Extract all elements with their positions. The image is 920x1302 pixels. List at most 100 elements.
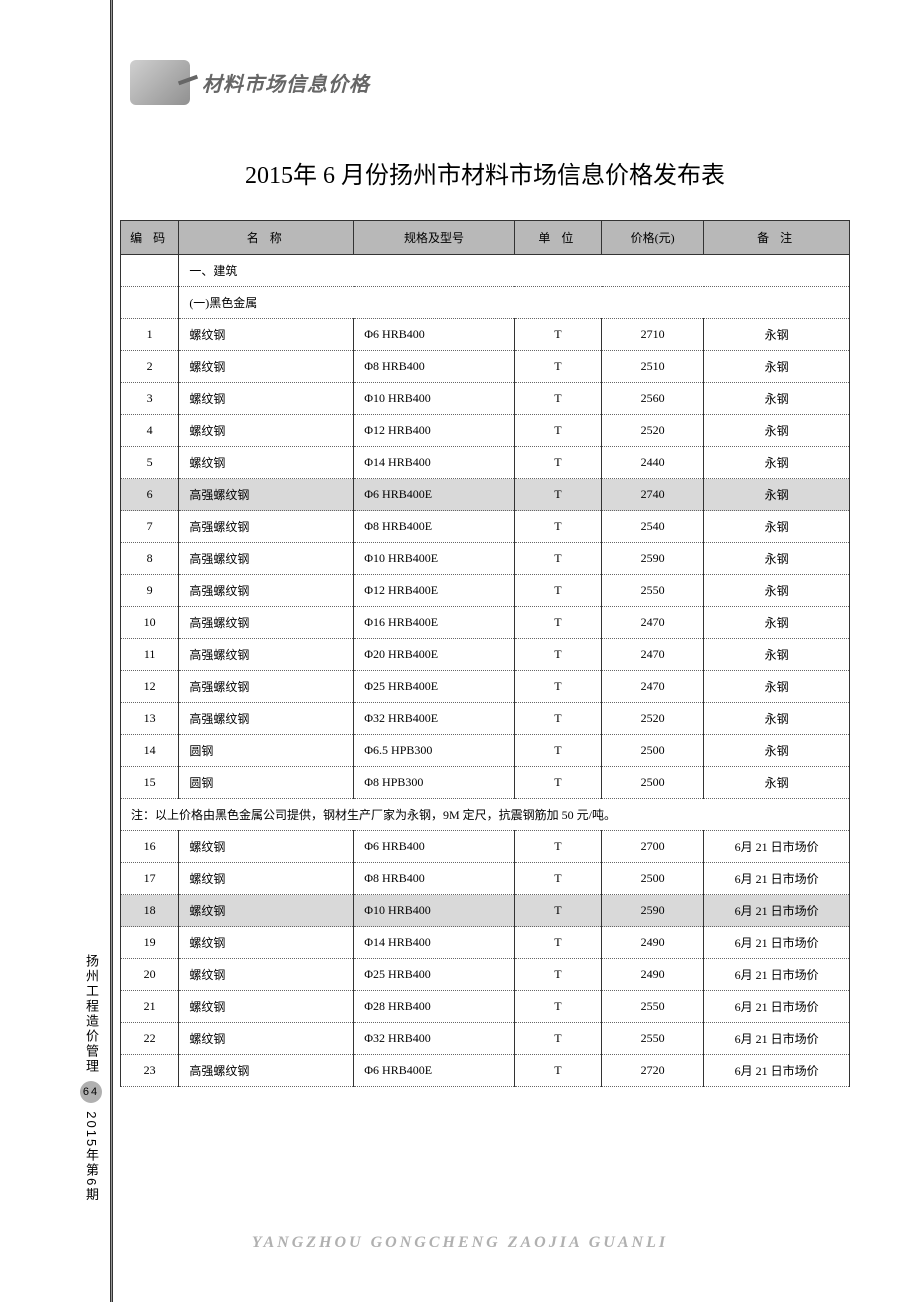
cell-code: 16 [121, 831, 179, 863]
section-header: 一、建筑 [179, 255, 850, 287]
header-unit: 单 位 [514, 221, 601, 255]
cell-spec: Φ16 HRB400E [354, 607, 514, 639]
cell-unit: T [514, 383, 601, 415]
cell-price: 2490 [602, 959, 704, 991]
cell-spec: Φ32 HRB400E [354, 703, 514, 735]
cell-remark: 永钢 [704, 543, 850, 575]
cell-name: 螺纹钢 [179, 991, 354, 1023]
table-row: 9高强螺纹钢Φ12 HRB400ET2550永钢 [121, 575, 850, 607]
cell-name: 高强螺纹钢 [179, 511, 354, 543]
cell-remark: 6月 21 日市场价 [704, 959, 850, 991]
cell-price: 2520 [602, 703, 704, 735]
cell-spec: Φ8 HPB300 [354, 767, 514, 799]
cell-price: 2740 [602, 479, 704, 511]
cell-price: 2500 [602, 767, 704, 799]
cell-code: 10 [121, 607, 179, 639]
banner-image [130, 60, 190, 105]
table-row: 22螺纹钢Φ32 HRB400T25506月 21 日市场价 [121, 1023, 850, 1055]
cell-code: 1 [121, 319, 179, 351]
cell-price: 2590 [602, 543, 704, 575]
cell-remark: 永钢 [704, 767, 850, 799]
table-row: 5螺纹钢Φ14 HRB400T2440永钢 [121, 447, 850, 479]
cell-name: 螺纹钢 [179, 895, 354, 927]
cell-remark: 永钢 [704, 703, 850, 735]
table-row: 2螺纹钢Φ8 HRB400T2510永钢 [121, 351, 850, 383]
cell-remark: 永钢 [704, 607, 850, 639]
cell-code: 22 [121, 1023, 179, 1055]
cell-spec: Φ6 HRB400 [354, 831, 514, 863]
banner-text: 材料市场信息价格 [202, 68, 370, 97]
cell-price: 2510 [602, 351, 704, 383]
cell-unit: T [514, 735, 601, 767]
cell-remark: 6月 21 日市场价 [704, 863, 850, 895]
header-name: 名 称 [179, 221, 354, 255]
table-row: 7高强螺纹钢Φ8 HRB400ET2540永钢 [121, 511, 850, 543]
cell-price: 2710 [602, 319, 704, 351]
cell-spec: Φ28 HRB400 [354, 991, 514, 1023]
cell-spec: Φ10 HRB400E [354, 543, 514, 575]
cell-code: 3 [121, 383, 179, 415]
cell-name: 螺纹钢 [179, 1023, 354, 1055]
cell-spec: Φ10 HRB400 [354, 383, 514, 415]
cell-remark: 6月 21 日市场价 [704, 831, 850, 863]
cell-name: 螺纹钢 [179, 383, 354, 415]
cell-name: 高强螺纹钢 [179, 671, 354, 703]
cell-code: 12 [121, 671, 179, 703]
cell-remark: 永钢 [704, 639, 850, 671]
table-row: 14圆钢Φ6.5 HPB300T2500永钢 [121, 735, 850, 767]
cell-remark: 6月 21 日市场价 [704, 991, 850, 1023]
cell-unit: T [514, 767, 601, 799]
table-row: 20螺纹钢Φ25 HRB400T24906月 21 日市场价 [121, 959, 850, 991]
table-row: 4螺纹钢Φ12 HRB400T2520永钢 [121, 415, 850, 447]
cell-price: 2700 [602, 831, 704, 863]
cell-name: 螺纹钢 [179, 959, 354, 991]
cell-spec: Φ8 HRB400 [354, 351, 514, 383]
cell-unit: T [514, 831, 601, 863]
cell-name: 螺纹钢 [179, 415, 354, 447]
cell-code: 18 [121, 895, 179, 927]
table-row: 1螺纹钢Φ6 HRB400T2710永钢 [121, 319, 850, 351]
cell-code: 5 [121, 447, 179, 479]
table-row: 13高强螺纹钢Φ32 HRB400ET2520永钢 [121, 703, 850, 735]
cell-spec: Φ6 HRB400E [354, 1055, 514, 1087]
cell-remark: 永钢 [704, 479, 850, 511]
cell-name: 螺纹钢 [179, 351, 354, 383]
cell-name: 高强螺纹钢 [179, 639, 354, 671]
table-row: 19螺纹钢Φ14 HRB400T24906月 21 日市场价 [121, 927, 850, 959]
cell-unit: T [514, 319, 601, 351]
table-row: 18螺纹钢Φ10 HRB400T25906月 21 日市场价 [121, 895, 850, 927]
cell-code: 11 [121, 639, 179, 671]
cell-unit: T [514, 351, 601, 383]
cell-code: 4 [121, 415, 179, 447]
cell-name: 螺纹钢 [179, 319, 354, 351]
cell-code: 2 [121, 351, 179, 383]
cell-unit: T [514, 1055, 601, 1087]
cell-name: 螺纹钢 [179, 863, 354, 895]
cell-remark: 永钢 [704, 383, 850, 415]
cell-spec: Φ25 HRB400E [354, 671, 514, 703]
page-number-badge: 64 [80, 1081, 102, 1103]
cell-remark: 永钢 [704, 511, 850, 543]
cell-code: 20 [121, 959, 179, 991]
left-border-line [110, 0, 113, 1302]
sidebar-text1: 扬州工程造价管理 [84, 954, 99, 1074]
page-title: 2015年 6 月份扬州市材料市场信息价格发布表 [120, 155, 850, 190]
table-row: 10高强螺纹钢Φ16 HRB400ET2470永钢 [121, 607, 850, 639]
cell-code: 14 [121, 735, 179, 767]
table-row: 16螺纹钢Φ6 HRB400T27006月 21 日市场价 [121, 831, 850, 863]
cell-code: 8 [121, 543, 179, 575]
cell-remark: 永钢 [704, 735, 850, 767]
cell-remark: 6月 21 日市场价 [704, 1055, 850, 1087]
note-row: 注：以上价格由黑色金属公司提供，钢材生产厂家为永钢，9M 定尺，抗震钢筋加 50… [121, 799, 850, 831]
header-price: 价格(元) [602, 221, 704, 255]
cell-name: 螺纹钢 [179, 927, 354, 959]
cell-price: 2560 [602, 383, 704, 415]
section-row: (一)黑色金属 [121, 287, 850, 319]
cell-spec: Φ20 HRB400E [354, 639, 514, 671]
cell-unit: T [514, 991, 601, 1023]
table-row: 12高强螺纹钢Φ25 HRB400ET2470永钢 [121, 671, 850, 703]
cell-price: 2590 [602, 895, 704, 927]
table-row: 3螺纹钢Φ10 HRB400T2560永钢 [121, 383, 850, 415]
note-cell: 注：以上价格由黑色金属公司提供，钢材生产厂家为永钢，9M 定尺，抗震钢筋加 50… [121, 799, 850, 831]
cell-remark: 永钢 [704, 415, 850, 447]
